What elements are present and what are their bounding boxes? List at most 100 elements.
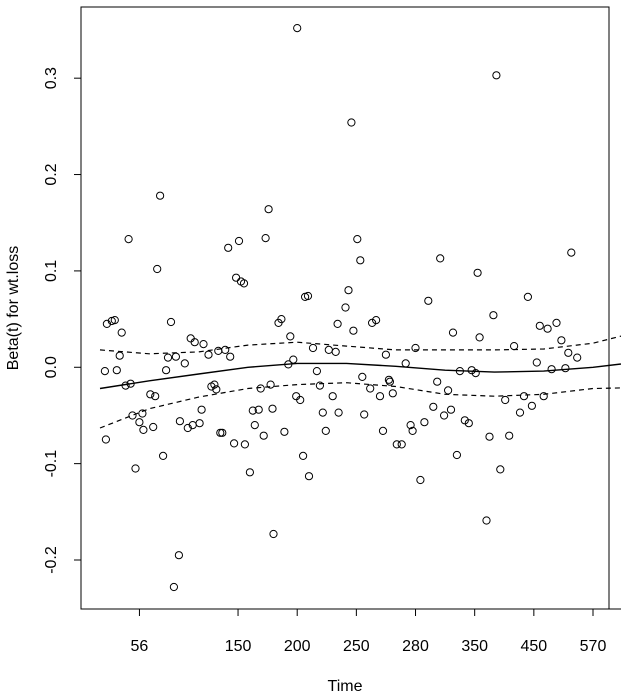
data-point [496, 465, 505, 474]
data-point [315, 381, 324, 390]
data-point [509, 342, 519, 351]
data-point [101, 435, 111, 444]
data-point [416, 475, 425, 485]
y-tick-label: 0.1 [43, 260, 60, 282]
data-point [239, 279, 249, 288]
data-point [221, 345, 230, 354]
x-tick-label: 570 [580, 638, 607, 655]
data-point [547, 365, 556, 374]
data-point [543, 324, 552, 333]
data-point [156, 191, 165, 200]
data-point [146, 390, 155, 399]
data-point [557, 336, 566, 345]
data-point [100, 367, 110, 376]
data-point [381, 350, 390, 359]
data-point [149, 422, 158, 432]
data-point [356, 256, 365, 265]
data-point [519, 392, 529, 401]
data-point [224, 243, 233, 252]
data-point [162, 366, 171, 375]
y-axis: -0.2 -0.1 0.0 0.1 0.2 0.3 [43, 67, 82, 574]
data-point [492, 71, 501, 80]
data-point [299, 451, 308, 460]
smoothed-fit-line [99, 362, 621, 390]
data-point [464, 419, 473, 428]
lower-confidence-band [99, 382, 621, 429]
data-point [384, 375, 393, 384]
x-tick-label: 280 [402, 638, 429, 655]
data-point [232, 273, 241, 282]
data-point [159, 451, 168, 460]
x-tick-label: 150 [225, 638, 252, 655]
data-point [112, 366, 121, 375]
data-point [245, 468, 254, 477]
data-point [117, 328, 126, 337]
data-point [169, 582, 178, 592]
data-point [256, 384, 265, 393]
data-point [349, 326, 358, 335]
data-point [485, 432, 494, 441]
confidence-bands [99, 335, 621, 429]
data-point [397, 440, 406, 449]
data-point [163, 353, 173, 362]
data-point [195, 419, 204, 428]
data-point [269, 529, 278, 539]
data-point [175, 417, 184, 426]
data-point [471, 369, 480, 378]
data-point [331, 347, 340, 356]
data-point [126, 379, 135, 388]
data-point [505, 431, 514, 440]
data-point [358, 372, 367, 381]
data-point [190, 338, 199, 347]
data-point [448, 328, 458, 337]
x-tick-label: 450 [520, 638, 547, 655]
data-point [199, 340, 208, 349]
data-point [552, 318, 561, 327]
data-point [372, 316, 381, 325]
x-axis-title: Time [328, 678, 363, 695]
data-point [424, 296, 433, 305]
data-point [408, 426, 417, 435]
data-point [420, 418, 429, 427]
data-point [264, 205, 273, 214]
data-point [406, 421, 415, 430]
data-point [334, 408, 343, 417]
data-point [197, 405, 206, 414]
data-point [128, 411, 137, 420]
data-point [347, 118, 356, 127]
data-point [318, 408, 327, 417]
data-point [183, 423, 192, 433]
data-point [324, 345, 333, 354]
data-point [444, 386, 453, 395]
y-axis-title: Beta(t) for wt.loss [5, 246, 22, 370]
data-point [240, 440, 249, 449]
data-point [304, 472, 314, 481]
y-tick-label: 0.3 [43, 67, 60, 89]
y-tick-label: -0.1 [43, 450, 60, 478]
x-axis: 56150200250280350450570730 [131, 608, 621, 655]
data-point [308, 343, 318, 353]
data-point [482, 516, 491, 525]
data-point [489, 311, 498, 320]
data-point [353, 235, 362, 244]
data-point [388, 389, 397, 398]
data-point [333, 319, 342, 328]
data-points [100, 24, 582, 592]
data-point [567, 248, 576, 257]
data-point [429, 402, 438, 411]
data-point [527, 401, 537, 410]
data-point [166, 317, 176, 327]
data-point [532, 358, 541, 367]
y-tick-label: 0.2 [43, 163, 60, 185]
data-point [436, 254, 445, 263]
data-point [312, 367, 321, 376]
data-point [539, 392, 548, 401]
data-point [234, 236, 244, 246]
data-point [248, 406, 257, 415]
data-point [321, 426, 330, 435]
data-point [378, 426, 388, 435]
data-point [375, 392, 385, 401]
data-point [523, 292, 533, 301]
data-point [564, 348, 573, 357]
